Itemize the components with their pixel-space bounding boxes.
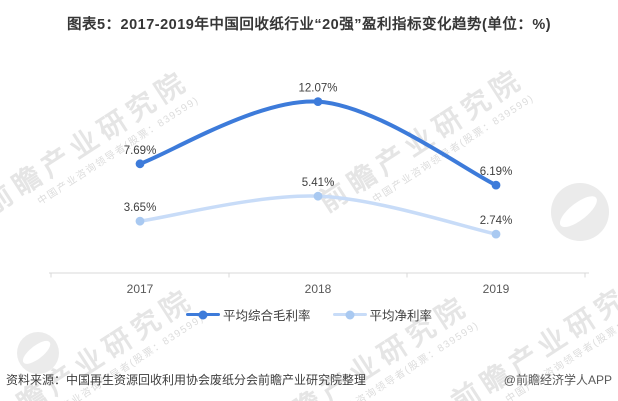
legend-item-1: 平均综合毛利率: [185, 305, 311, 324]
legend-marker-dot: [345, 310, 354, 319]
credit-note: @前瞻经济学人APP: [503, 373, 612, 387]
chart-title: 图表5：2017-2019年中国回收纸行业“20强”盈利指标变化趋势(单位：%): [66, 17, 552, 33]
qianzhan-logo-watermark-icon: [17, 332, 59, 374]
legend-line-dot-swatch: [332, 310, 367, 319]
series-1-data-label-2017: 7.69%: [124, 145, 157, 157]
series-2-marker-2017: [135, 216, 145, 226]
series-2-data-label-2019: 2.74%: [480, 215, 513, 227]
footer: 资料来源：中国再生资源回收利用协会废纸分会前瞻产业研究院整理 @前瞻经济学人AP…: [0, 371, 618, 388]
series-2-marker-2018: [313, 191, 323, 201]
x-tick-label-2018: 2018: [305, 282, 332, 296]
series-2-line: [138, 194, 498, 236]
series-1-data-label-2018: 12.07%: [298, 83, 337, 95]
qianzhan-logo-watermark-icon: [551, 183, 609, 241]
legend-item-2: 平均净利率: [332, 305, 433, 324]
series-2-data-label-2017: 3.65%: [124, 202, 157, 214]
series-1-data-label-2019: 6.19%: [480, 166, 513, 178]
series-2-marker-2019: [491, 229, 501, 239]
series-1-marker-2019: [491, 180, 501, 190]
chart-legend: 平均综合毛利率 平均净利率: [0, 305, 618, 324]
x-tick-label-2019: 2019: [483, 282, 510, 296]
series-2-data-label-2018: 5.41%: [302, 177, 335, 189]
series-1-line: [138, 99, 498, 188]
legend-marker-dot: [198, 310, 208, 319]
series-1-marker-2018: [313, 97, 323, 107]
series-1-marker-2017: [135, 159, 145, 169]
legend-label: 平均综合毛利率: [222, 309, 311, 323]
legend-label: 平均净利率: [369, 309, 433, 323]
x-tick-label-2017: 2017: [127, 282, 154, 296]
source-note: 资料来源：中国再生资源回收利用协会废纸分会前瞻产业研究院整理: [6, 373, 367, 387]
legend-line-dot-swatch: [185, 310, 220, 319]
